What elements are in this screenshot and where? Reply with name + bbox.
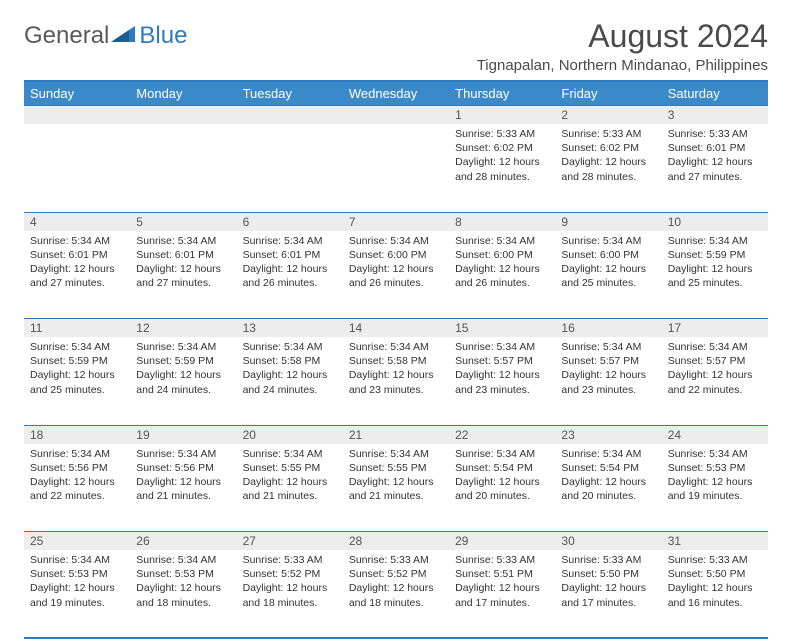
day-detail-cell: Sunrise: 5:34 AMSunset: 5:54 PMDaylight:… [555, 444, 661, 532]
day-number-cell: 23 [555, 425, 661, 444]
calendar-table: Sunday Monday Tuesday Wednesday Thursday… [24, 80, 768, 639]
day-detail-row: Sunrise: 5:34 AMSunset: 5:56 PMDaylight:… [24, 444, 768, 532]
day-number-cell [343, 106, 449, 125]
day-detail-cell: Sunrise: 5:34 AMSunset: 5:55 PMDaylight:… [343, 444, 449, 532]
day-detail-cell: Sunrise: 5:34 AMSunset: 6:01 PMDaylight:… [130, 231, 236, 319]
day-header: Wednesday [343, 81, 449, 106]
location-text: Tignapalan, Northern Mindanao, Philippin… [477, 57, 768, 74]
day-number-cell: 7 [343, 212, 449, 231]
day-header: Saturday [662, 81, 768, 106]
day-number-cell [237, 106, 343, 125]
day-number-cell [24, 106, 130, 125]
day-number-cell: 12 [130, 319, 236, 338]
day-number-cell: 21 [343, 425, 449, 444]
day-detail-cell: Sunrise: 5:34 AMSunset: 5:53 PMDaylight:… [24, 550, 130, 638]
day-number-cell: 4 [24, 212, 130, 231]
day-number-cell: 13 [237, 319, 343, 338]
day-number-cell: 8 [449, 212, 555, 231]
day-detail-cell [343, 124, 449, 212]
day-number-cell: 17 [662, 319, 768, 338]
day-number-row: 25262728293031 [24, 532, 768, 551]
day-number-cell: 25 [24, 532, 130, 551]
day-detail-cell [237, 124, 343, 212]
day-number-row: 11121314151617 [24, 319, 768, 338]
day-number-cell: 6 [237, 212, 343, 231]
logo-triangle-icon [111, 24, 137, 49]
day-number-cell: 5 [130, 212, 236, 231]
month-title: August 2024 [477, 18, 768, 55]
day-detail-cell: Sunrise: 5:34 AMSunset: 5:54 PMDaylight:… [449, 444, 555, 532]
day-detail-cell: Sunrise: 5:34 AMSunset: 5:59 PMDaylight:… [24, 337, 130, 425]
day-detail-cell: Sunrise: 5:34 AMSunset: 5:57 PMDaylight:… [449, 337, 555, 425]
day-number-cell: 28 [343, 532, 449, 551]
day-detail-cell: Sunrise: 5:34 AMSunset: 6:00 PMDaylight:… [555, 231, 661, 319]
day-detail-row: Sunrise: 5:34 AMSunset: 6:01 PMDaylight:… [24, 231, 768, 319]
day-detail-cell: Sunrise: 5:33 AMSunset: 5:51 PMDaylight:… [449, 550, 555, 638]
day-number-cell: 26 [130, 532, 236, 551]
day-detail-row: Sunrise: 5:34 AMSunset: 5:59 PMDaylight:… [24, 337, 768, 425]
day-header: Sunday [24, 81, 130, 106]
day-number-cell: 27 [237, 532, 343, 551]
day-detail-cell: Sunrise: 5:34 AMSunset: 5:59 PMDaylight:… [130, 337, 236, 425]
day-detail-cell: Sunrise: 5:34 AMSunset: 5:53 PMDaylight:… [130, 550, 236, 638]
day-number-cell: 2 [555, 106, 661, 125]
day-header: Friday [555, 81, 661, 106]
day-number-cell: 10 [662, 212, 768, 231]
day-detail-cell [130, 124, 236, 212]
day-number-cell: 14 [343, 319, 449, 338]
day-number-cell: 20 [237, 425, 343, 444]
day-number-cell: 1 [449, 106, 555, 125]
day-detail-cell: Sunrise: 5:33 AMSunset: 5:52 PMDaylight:… [343, 550, 449, 638]
day-header: Tuesday [237, 81, 343, 106]
day-detail-cell: Sunrise: 5:34 AMSunset: 6:00 PMDaylight:… [343, 231, 449, 319]
logo-text-blue: Blue [139, 22, 187, 50]
day-number-cell: 19 [130, 425, 236, 444]
day-detail-cell: Sunrise: 5:33 AMSunset: 6:02 PMDaylight:… [555, 124, 661, 212]
day-number-row: 18192021222324 [24, 425, 768, 444]
day-detail-cell: Sunrise: 5:34 AMSunset: 5:56 PMDaylight:… [24, 444, 130, 532]
day-detail-cell: Sunrise: 5:34 AMSunset: 5:55 PMDaylight:… [237, 444, 343, 532]
title-block: August 2024 Tignapalan, Northern Mindana… [477, 18, 768, 74]
day-detail-cell: Sunrise: 5:34 AMSunset: 5:58 PMDaylight:… [343, 337, 449, 425]
day-number-row: 123 [24, 106, 768, 125]
day-header: Thursday [449, 81, 555, 106]
day-detail-cell: Sunrise: 5:33 AMSunset: 5:52 PMDaylight:… [237, 550, 343, 638]
header: General Blue August 2024 Tignapalan, Nor… [24, 18, 768, 74]
day-detail-row: Sunrise: 5:34 AMSunset: 5:53 PMDaylight:… [24, 550, 768, 638]
day-number-row: 45678910 [24, 212, 768, 231]
day-number-cell: 18 [24, 425, 130, 444]
day-detail-cell: Sunrise: 5:34 AMSunset: 6:01 PMDaylight:… [24, 231, 130, 319]
day-detail-row: Sunrise: 5:33 AMSunset: 6:02 PMDaylight:… [24, 124, 768, 212]
day-number-cell: 11 [24, 319, 130, 338]
day-detail-cell: Sunrise: 5:34 AMSunset: 5:59 PMDaylight:… [662, 231, 768, 319]
logo: General Blue [24, 22, 187, 50]
day-number-cell: 9 [555, 212, 661, 231]
day-number-cell: 22 [449, 425, 555, 444]
day-detail-cell: Sunrise: 5:34 AMSunset: 5:57 PMDaylight:… [662, 337, 768, 425]
day-detail-cell: Sunrise: 5:34 AMSunset: 5:53 PMDaylight:… [662, 444, 768, 532]
day-detail-cell: Sunrise: 5:33 AMSunset: 6:01 PMDaylight:… [662, 124, 768, 212]
day-number-cell [130, 106, 236, 125]
day-detail-cell: Sunrise: 5:34 AMSunset: 6:01 PMDaylight:… [237, 231, 343, 319]
day-number-cell: 29 [449, 532, 555, 551]
day-detail-cell: Sunrise: 5:34 AMSunset: 5:56 PMDaylight:… [130, 444, 236, 532]
day-detail-cell [24, 124, 130, 212]
day-detail-cell: Sunrise: 5:34 AMSunset: 6:00 PMDaylight:… [449, 231, 555, 319]
day-detail-cell: Sunrise: 5:33 AMSunset: 5:50 PMDaylight:… [662, 550, 768, 638]
day-header-row: Sunday Monday Tuesday Wednesday Thursday… [24, 81, 768, 106]
day-number-cell: 3 [662, 106, 768, 125]
day-number-cell: 15 [449, 319, 555, 338]
logo-text-general: General [24, 22, 109, 50]
day-header: Monday [130, 81, 236, 106]
day-number-cell: 24 [662, 425, 768, 444]
day-number-cell: 31 [662, 532, 768, 551]
day-detail-cell: Sunrise: 5:34 AMSunset: 5:58 PMDaylight:… [237, 337, 343, 425]
calendar-body: 123Sunrise: 5:33 AMSunset: 6:02 PMDaylig… [24, 106, 768, 639]
day-detail-cell: Sunrise: 5:34 AMSunset: 5:57 PMDaylight:… [555, 337, 661, 425]
day-detail-cell: Sunrise: 5:33 AMSunset: 5:50 PMDaylight:… [555, 550, 661, 638]
day-detail-cell: Sunrise: 5:33 AMSunset: 6:02 PMDaylight:… [449, 124, 555, 212]
day-number-cell: 30 [555, 532, 661, 551]
day-number-cell: 16 [555, 319, 661, 338]
